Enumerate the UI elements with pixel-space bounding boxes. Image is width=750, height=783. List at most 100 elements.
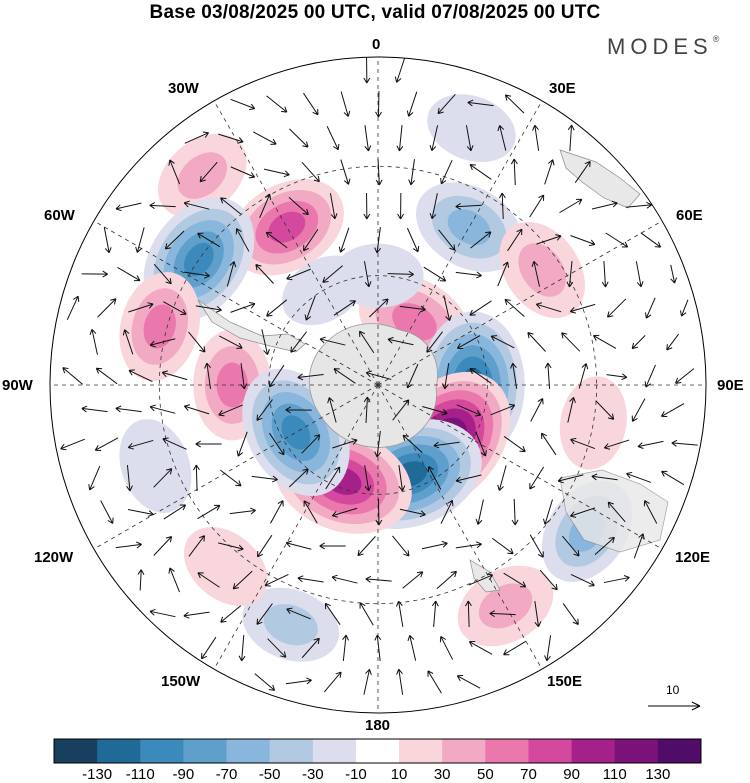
wind-arrow [333,368,356,384]
wind-arrow [183,611,210,619]
wind-arrow [297,575,324,583]
wind-arrow [183,200,210,210]
wind-arrow [591,473,618,481]
wind-arrow [562,603,579,625]
wind-arrow [530,398,544,422]
wind-arrow [594,536,615,556]
colorbar-cell [97,739,141,763]
wind-arrow [422,406,448,416]
colorbar-cell [269,739,314,763]
wind-arrow [259,193,272,219]
wind-arrow [666,333,680,351]
wind-arrow [359,330,375,354]
wind-arrow [253,131,277,145]
wind-arrow [374,227,382,254]
wind-arrow [137,569,145,591]
wind-arrow [365,370,392,380]
colorbar-tick-label: -130 [82,766,113,783]
wind-arrow [267,638,287,658]
wind-arrow [218,335,243,349]
wind-arrow [398,465,406,492]
meridian-line [213,100,379,386]
colorbar-cell [312,739,357,763]
wind-arrow [440,499,454,524]
wind-arrow [408,159,415,186]
wind-arrow [455,271,482,279]
wind-arrow [544,362,552,390]
wind-arrow [529,466,545,490]
wind-arrow [256,603,273,625]
wind-arrow [601,260,609,288]
colorbar-cell [614,739,659,763]
meridian-line [93,384,379,550]
wind-arrow [94,437,119,451]
wind-arrow [161,370,188,381]
wind-arrow [217,542,244,552]
colorbar-tick-label: -10 [345,766,367,783]
brand-text: MODES [607,34,713,59]
wind-arrow [631,398,646,422]
wind-arrow [327,397,337,423]
meridian-line [377,384,663,550]
wind-arrow [374,634,382,661]
wind-arrow [319,336,346,346]
colorbar-tick-label: 10 [390,766,408,783]
wind-arrow [561,332,581,352]
wind-arrow [392,535,410,557]
wind-arrow [195,305,222,313]
chart-title: Base 03/08/2025 00 UTC, valid 07/08/2025… [149,2,601,23]
wind-arrow [429,193,438,220]
wind-arrow [153,468,173,488]
colorbar-cell [442,739,486,763]
wind-arrow [535,302,562,313]
wind-arrow [671,439,698,447]
wind-arrow [570,235,596,247]
wind-arrow [100,500,114,524]
wind-arrow [230,166,256,179]
wind-arrow [467,99,494,107]
wind-arrow [254,673,276,691]
wind-arrow [365,575,392,583]
wind-vectors [60,57,698,695]
lon-label-180: 180 [365,717,391,734]
wind-arrow [680,299,689,317]
modes-logo: MODES® [607,34,719,60]
colorbar-tick-label: 30 [433,766,451,783]
wind-arrow [402,571,424,589]
wind-arrow [625,201,652,209]
meridian-line [377,384,543,670]
anomaly-contour [177,152,228,199]
wind-arrow [359,602,374,626]
wind-arrow [122,329,134,355]
wind-arrow [399,305,426,313]
colorbar-tick-label: -70 [215,766,238,783]
meridian-line [377,220,663,386]
colorbar-cell [54,739,98,763]
wind-arrow [261,329,270,356]
coastline-south-america [197,299,306,353]
lon-label-120e: 120E [675,549,711,566]
lon-label-30w: 30W [168,80,199,97]
wind-arrow [532,124,540,151]
wind-arrow [645,297,656,319]
wind-arrow [270,500,284,524]
wind-arrow [436,570,457,589]
wind-arrow [240,363,248,390]
wind-arrow [392,399,410,421]
wind-arrow [115,541,142,549]
colorbar-tick-label: -110 [125,766,155,783]
lon-label-150w: 150W [161,673,201,690]
wind-arrow [456,335,481,350]
wind-arrow [527,332,546,352]
wind-arrow [395,600,404,627]
wind-arrow [135,227,145,253]
wind-arrow [660,403,685,418]
wind-arrow [319,542,346,550]
wind-arrow [230,98,256,111]
wind-arrow [342,634,349,661]
wind-arrow [340,91,351,117]
wind-arrow [670,264,678,284]
wind-arrow [126,465,133,492]
registered-mark: ® [712,34,720,44]
wind-arrow [149,338,176,348]
